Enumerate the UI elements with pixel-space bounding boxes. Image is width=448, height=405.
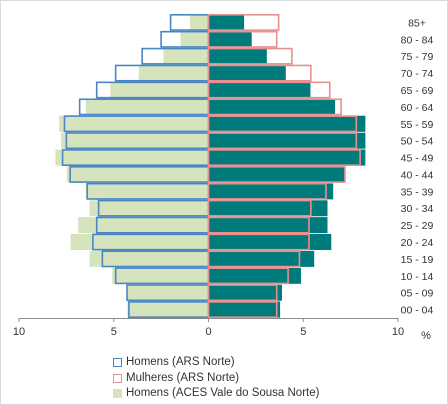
bar-mulheres-aces-vale-do-sousa-norte-35-39 xyxy=(208,182,334,201)
population-pyramid-chart: 10 5 0 5 10 00 - 04 05 - 09 10 - 14 15 - 19 20 -… xyxy=(13,13,434,342)
x-tick-label: 10 xyxy=(392,326,404,338)
legend-item-mulheres-ars-norte: Mulheres (ARS Norte) xyxy=(113,371,319,387)
bar-homens-aces-vale-do-sousa-norte-70-74 xyxy=(137,64,209,82)
bar-mulheres-ars-norte-20-24 xyxy=(207,233,310,251)
bar-mulheres-ars-norte-40-44 xyxy=(207,166,346,183)
bar-mulheres-ars-norte-25-29 xyxy=(207,216,310,234)
legend-swatch xyxy=(113,389,122,399)
bar-homens-aces-vale-do-sousa-norte-75-79 xyxy=(162,47,209,66)
category-label-05-09: 05 - 09 xyxy=(401,288,434,300)
bar-mulheres-ars-norte-05-09 xyxy=(207,284,278,302)
bar-homens-aces-vale-do-sousa-norte-60-64 xyxy=(84,98,209,116)
category-label-65-69: 65 - 69 xyxy=(401,85,434,97)
bar-homens-aces-vale-do-sousa-norte-30-34 xyxy=(88,199,209,218)
bar-homens-aces-vale-do-sousa-norte-85 xyxy=(189,13,209,32)
bar-mulheres-ars-norte-85 xyxy=(207,14,280,31)
bar-mulheres-ars-norte-80-84 xyxy=(207,30,278,48)
bar-homens-aces-vale-do-sousa-norte-20-24 xyxy=(69,233,209,251)
category-label-40-44: 40 - 44 xyxy=(401,169,434,181)
x-axis-unit-label: % xyxy=(421,330,431,342)
bar-homens-aces-vale-do-sousa-norte-05-09 xyxy=(126,283,209,302)
bar-homens-aces-vale-do-sousa-norte-50-54 xyxy=(60,131,209,150)
category-label-85: 85+ xyxy=(408,17,426,29)
bar-homens-aces-vale-do-sousa-norte-65-69 xyxy=(109,81,209,99)
legend-label: Homens (ACES Vale do Sousa Norte) xyxy=(126,387,320,399)
bar-mulheres-aces-vale-do-sousa-norte-05-09 xyxy=(208,283,283,302)
bar-mulheres-aces-vale-do-sousa-norte-55-59 xyxy=(208,114,367,133)
category-label-75-79: 75 - 79 xyxy=(401,51,434,63)
category-label-10-14: 10 - 14 xyxy=(401,271,434,283)
legend-label: Mulheres (ARS Norte) xyxy=(126,371,240,384)
bar-homens-aces-vale-do-sousa-norte-45-49 xyxy=(54,148,209,167)
bar-homens-aces-vale-do-sousa-norte-35-39 xyxy=(84,182,209,201)
bar-mulheres-ars-norte-15-19 xyxy=(207,250,301,268)
legend-swatch xyxy=(113,358,122,368)
bar-homens-aces-vale-do-sousa-norte-40-44 xyxy=(65,165,209,184)
legend-item-homens-ars-norte: Homens (ARS Norte) xyxy=(113,355,319,371)
bar-homens-aces-vale-do-sousa-norte-80-84 xyxy=(179,30,209,49)
bar-mulheres-ars-norte-00-04 xyxy=(207,301,278,318)
bar-mulheres-aces-vale-do-sousa-norte-70-74 xyxy=(208,64,287,82)
bar-mulheres-ars-norte-60-64 xyxy=(207,98,342,116)
bar-mulheres-ars-norte-50-54 xyxy=(207,132,358,150)
bar-homens-aces-vale-do-sousa-norte-00-04 xyxy=(126,300,209,319)
bar-mulheres-aces-vale-do-sousa-norte-65-69 xyxy=(208,81,312,99)
legend-item-homens-aces-vale-do-sousa-norte: Homens (ACES Vale do Sousa Norte) xyxy=(113,386,319,402)
bar-mulheres-ars-norte-35-39 xyxy=(207,182,327,200)
category-label-60-64: 60 - 64 xyxy=(401,102,434,114)
bar-homens-aces-vale-do-sousa-norte-55-59 xyxy=(58,114,209,133)
bar-mulheres-ars-norte-70-74 xyxy=(207,64,312,82)
bar-mulheres-ars-norte-45-49 xyxy=(207,149,361,167)
x-tick-label: 5 xyxy=(300,326,306,338)
bar-mulheres-ars-norte-30-34 xyxy=(207,199,312,217)
bar-mulheres-aces-vale-do-sousa-norte-60-64 xyxy=(208,98,336,116)
bar-mulheres-aces-vale-do-sousa-norte-40-44 xyxy=(208,165,346,184)
legend-swatch xyxy=(113,373,122,383)
bar-mulheres-ars-norte-55-59 xyxy=(207,115,358,133)
category-label-50-54: 50 - 54 xyxy=(401,136,434,148)
category-label-15-19: 15 - 19 xyxy=(401,254,434,266)
bar-mulheres-aces-vale-do-sousa-norte-85 xyxy=(208,13,245,32)
category-label-80-84: 80 - 84 xyxy=(401,34,434,46)
category-label-00-04: 00 - 04 xyxy=(401,305,434,317)
category-label-30-34: 30 - 34 xyxy=(401,203,434,215)
category-label-35-39: 35 - 39 xyxy=(401,186,434,198)
bar-homens-aces-vale-do-sousa-norte-15-19 xyxy=(88,250,209,268)
bar-mulheres-aces-vale-do-sousa-norte-20-24 xyxy=(208,233,333,251)
bar-mulheres-aces-vale-do-sousa-norte-25-29 xyxy=(208,216,329,234)
bar-mulheres-aces-vale-do-sousa-norte-75-79 xyxy=(208,47,268,66)
bar-mulheres-aces-vale-do-sousa-norte-80-84 xyxy=(208,30,253,49)
bar-mulheres-aces-vale-do-sousa-norte-30-34 xyxy=(208,199,329,218)
x-tick-label: 5 xyxy=(111,326,117,338)
category-label-20-24: 20 - 24 xyxy=(401,237,434,249)
legend-label: Homens (ARS Norte) xyxy=(126,356,235,368)
category-label-55-59: 55 - 59 xyxy=(401,119,434,131)
bar-mulheres-ars-norte-10-14 xyxy=(207,267,289,285)
legend: Homens (ARS Norte) Mulheres (ARS Norte) Ho… xyxy=(113,355,319,402)
category-label-25-29: 25 - 29 xyxy=(401,220,434,232)
bar-mulheres-ars-norte-75-79 xyxy=(207,47,293,65)
category-label-70-74: 70 - 74 xyxy=(401,68,434,80)
bar-mulheres-aces-vale-do-sousa-norte-45-49 xyxy=(208,148,367,167)
bar-homens-aces-vale-do-sousa-norte-10-14 xyxy=(111,266,209,285)
x-tick-label: 10 xyxy=(13,326,25,338)
bar-mulheres-aces-vale-do-sousa-norte-00-04 xyxy=(208,300,281,319)
bar-mulheres-ars-norte-65-69 xyxy=(207,81,331,99)
x-tick-label: 0 xyxy=(205,326,211,338)
bar-mulheres-aces-vale-do-sousa-norte-50-54 xyxy=(208,131,367,150)
category-label-45-49: 45 - 49 xyxy=(401,153,434,165)
